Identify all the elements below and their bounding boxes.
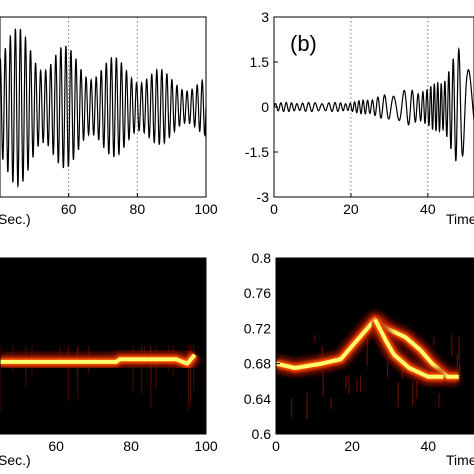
br-noise-streak [458, 336, 460, 361]
bl-noise-streak [150, 346, 152, 409]
br-noise-streak [345, 375, 347, 390]
br-noise-streak [456, 353, 458, 379]
panel-top-right: 0 20 40 3 1.5 0 -1.5 -3 (b) Time [245, 9, 474, 227]
bl-noise-streak [187, 346, 190, 411]
br-noise-streak [459, 362, 461, 372]
br-ytick-label: 0.6 [252, 426, 272, 442]
tr-ytick-label: 0 [261, 99, 269, 115]
panel-top-left: 60 80 100 Sec.) [0, 16, 218, 227]
br-lower-ridge-core [373, 318, 444, 379]
br-noise-streak [306, 393, 308, 420]
tr-ytick-label: -1.5 [245, 144, 269, 160]
br-noise-streak [330, 398, 332, 410]
bl-ridge-core [0, 353, 197, 366]
br-xtick-label: 0 [272, 438, 280, 454]
top-right-xlabel: Time [446, 211, 474, 227]
br-noise-streak [451, 334, 453, 357]
top-left-xlabel: Sec.) [0, 211, 31, 227]
br-noise-streak [433, 337, 435, 346]
panel-bottom-right: 0 20 40 0.8 0.76 0.72 0.68 0.64 0.6 Time [244, 250, 474, 468]
bl-xtick-label: 100 [194, 438, 218, 454]
br-ytick-label: 0.64 [244, 391, 271, 407]
br-noise-streak [438, 393, 440, 408]
br-noise-streak [321, 346, 324, 363]
br-noise-streak [322, 372, 324, 397]
br-noise-streak [291, 398, 293, 418]
tl-xtick-label: 60 [61, 201, 77, 217]
bl-noise-streak [67, 346, 70, 402]
tr-xtick-label: 20 [343, 201, 359, 217]
br-noise-streak [348, 374, 350, 394]
br-noise-streak [314, 334, 316, 342]
top-right-signal-line [273, 47, 474, 162]
tl-xtick-label: 100 [194, 201, 218, 217]
br-ytick-label: 0.68 [244, 356, 271, 372]
tr-ytick-label: 1.5 [250, 54, 270, 70]
br-noise-streak [366, 338, 368, 357]
br-ytick-label: 0.76 [244, 285, 271, 301]
panel-label-b: (b) [290, 31, 317, 56]
br-noise-streak [387, 362, 389, 378]
br-noise-streak [359, 375, 362, 393]
bottom-left-xlabel: Sec.) [0, 452, 31, 468]
br-ytick-label: 0.72 [244, 320, 271, 336]
br-noise-streak [412, 382, 414, 406]
panel-bottom-left: 60 80 100 Sec.) [0, 257, 218, 468]
tl-xtick-label: 80 [130, 201, 146, 217]
br-xtick-label: 40 [421, 438, 437, 454]
tr-xtick-label: 0 [270, 201, 278, 217]
bottom-right-xlabel: Time [446, 452, 474, 468]
bl-noise-streak [0, 346, 2, 412]
tr-ytick-label: 3 [261, 9, 269, 25]
tr-ytick-label: -3 [257, 189, 270, 205]
br-ytick-label: 0.8 [252, 250, 272, 266]
br-xtick-label: 20 [344, 438, 360, 454]
bl-noise-streak [190, 346, 192, 398]
br-noise-streak [397, 382, 399, 407]
br-noise-streak [366, 357, 368, 366]
top-left-signal-line [0, 28, 207, 189]
bl-xtick-label: 80 [123, 438, 139, 454]
br-noise-streak [356, 378, 358, 393]
br-noise-streak [416, 381, 418, 399]
bl-xtick-label: 60 [48, 438, 64, 454]
tr-xtick-label: 40 [420, 201, 436, 217]
bl-noise-streak [132, 346, 134, 391]
bl-noise-streak [155, 346, 157, 389]
